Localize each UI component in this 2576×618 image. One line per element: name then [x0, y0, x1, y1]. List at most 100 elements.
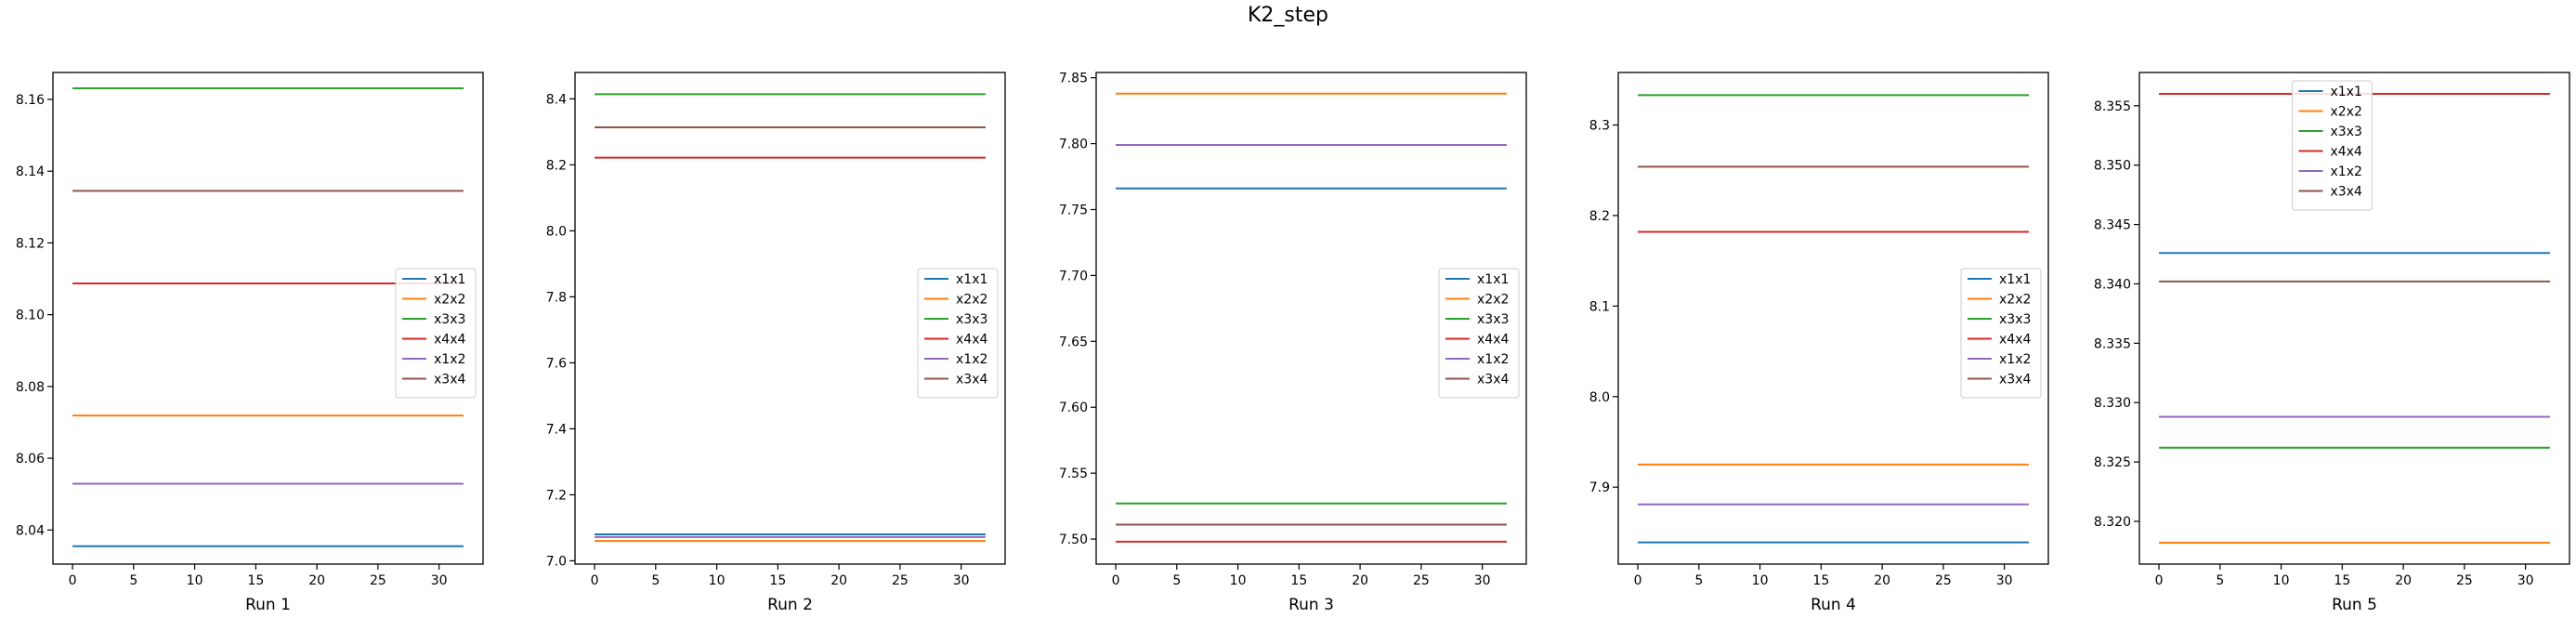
y-tick-label: 7.70 — [1059, 269, 1088, 283]
x-tick-label: 0 — [1112, 573, 1120, 588]
x-tick-label: 10 — [187, 573, 203, 588]
legend-label-x3x3: x3x3 — [1477, 312, 1509, 327]
y-tick-label: 7.60 — [1059, 401, 1088, 415]
y-tick-label: 8.08 — [16, 380, 45, 395]
y-tick-label: 8.1 — [1589, 299, 1610, 314]
x-tick-label: 5 — [2216, 573, 2224, 588]
legend-label-x2x2: x2x2 — [956, 293, 987, 308]
subplot-run-5: 0 5 10 15 20 25 30 8.320 8.325 8.330 8.335 8.340 8.3… — [2094, 72, 2570, 614]
y-tick-label: 8.14 — [16, 164, 45, 179]
legend-label-x2x2: x2x2 — [434, 293, 465, 308]
x-tick-label: 15 — [1812, 573, 1829, 588]
subplot-run-4: 0 5 10 15 20 25 30 7.9 8.0 8.1 8.2 8.3 Run 4 x1x1 x2x2… — [1589, 72, 2049, 614]
x-tick-label: 30 — [2517, 573, 2534, 588]
legend-label-x4x4: x4x4 — [956, 333, 987, 348]
legend-label-x1x2: x1x2 — [1999, 352, 2031, 367]
y-tick-label: 8.2 — [546, 158, 567, 173]
y-tick-label: 8.16 — [16, 93, 45, 108]
y-tick-label: 8.2 — [1589, 209, 1610, 224]
subplot-run-3: 0 5 10 15 20 25 30 7.50 7.55 7.60 7.65 7.70 7.75 7.80… — [1059, 72, 1527, 614]
x-tick-label: 0 — [1634, 573, 1642, 588]
y-tick-label: 7.2 — [546, 488, 567, 503]
y-tick-label: 7.75 — [1059, 203, 1088, 217]
legend-label-x1x1: x1x1 — [434, 272, 465, 287]
x-axis-label: Run 3 — [1288, 596, 1334, 614]
y-tick-label: 8.325 — [2094, 455, 2131, 470]
x-axis-label: Run 1 — [245, 596, 291, 614]
y-tick-label: 8.06 — [16, 452, 45, 467]
legend-label-x2x2: x2x2 — [1477, 293, 1509, 308]
x-tick-label: 30 — [1996, 573, 2013, 588]
legend-label-x3x3: x3x3 — [956, 312, 987, 327]
y-tick-label: 8.0 — [546, 224, 567, 239]
x-tick-label: 10 — [2273, 573, 2290, 588]
y-tick-label: 7.8 — [546, 290, 567, 305]
y-tick-label: 8.10 — [16, 309, 45, 323]
legend-label-x1x1: x1x1 — [956, 272, 987, 287]
x-tick-label: 15 — [769, 573, 786, 588]
x-tick-label: 20 — [308, 573, 325, 588]
y-tick-label: 8.04 — [16, 523, 45, 538]
y-tick-label: 8.350 — [2094, 159, 2131, 174]
axes-frame — [1095, 72, 1527, 565]
y-tick-label: 7.6 — [546, 356, 567, 371]
x-tick-label: 30 — [1474, 573, 1491, 588]
y-tick-label: 8.0 — [1589, 390, 1610, 405]
axes-frame — [574, 72, 1006, 565]
x-tick-label: 20 — [2395, 573, 2412, 588]
x-tick-label: 20 — [1352, 573, 1368, 588]
legend-label-x3x3: x3x3 — [1999, 312, 2031, 327]
axes-frame — [1617, 72, 2049, 565]
legend: x1x1 x2x2 x3x3 x4x4 x1x2 x3x4 — [917, 268, 999, 399]
y-tick-label: 8.345 — [2094, 218, 2131, 233]
y-tick-label: 8.4 — [546, 92, 567, 107]
legend-box — [917, 268, 999, 399]
y-tick-label: 7.65 — [1059, 335, 1088, 349]
legend-label-x3x4: x3x4 — [956, 373, 987, 388]
legend: x1x1 x2x2 x3x3 x4x4 x1x2 x3x4 — [1438, 268, 1520, 399]
legend-label-x3x4: x3x4 — [434, 373, 465, 388]
legend-label-x1x1: x1x1 — [1999, 272, 2031, 287]
y-tick-label: 7.80 — [1059, 138, 1088, 152]
legend-label-x1x2: x1x2 — [2331, 164, 2362, 179]
legend-label-x2x2: x2x2 — [2331, 105, 2362, 120]
legend-label-x3x3: x3x3 — [2331, 125, 2362, 139]
legend-label-x1x1: x1x1 — [2331, 85, 2362, 99]
y-tick-label: 7.0 — [546, 554, 567, 569]
legend-label-x1x2: x1x2 — [1477, 352, 1509, 367]
legend-label-x4x4: x4x4 — [434, 333, 465, 348]
legend-label-x4x4: x4x4 — [1477, 333, 1509, 348]
legend-label-x3x4: x3x4 — [2331, 185, 2362, 200]
y-tick-label: 7.4 — [546, 422, 567, 437]
legend-box — [395, 268, 477, 399]
legend-label-x1x2: x1x2 — [434, 352, 465, 367]
x-tick-label: 10 — [1230, 573, 1247, 588]
legend-label-x4x4: x4x4 — [1999, 333, 2031, 348]
x-tick-label: 25 — [892, 573, 909, 588]
subplot-run-1: 0 5 10 15 20 25 30 8.04 8.06 8.08 8.10 8.12 8.14 8.16… — [16, 72, 484, 614]
x-tick-label: 10 — [1752, 573, 1769, 588]
subplot-run-2: 0 5 10 15 20 25 30 7.0 7.2 7.4 7.6 7.8 8.0 8.2 8.4 Run … — [546, 72, 1006, 614]
legend-label-x4x4: x4x4 — [2331, 145, 2362, 160]
legend-label-x1x1: x1x1 — [1477, 272, 1509, 287]
legend-label-x3x3: x3x3 — [434, 312, 465, 327]
x-tick-label: 25 — [1413, 573, 1430, 588]
x-tick-label: 10 — [709, 573, 726, 588]
x-tick-label: 5 — [1172, 573, 1181, 588]
y-tick-label: 7.55 — [1059, 467, 1088, 481]
x-tick-label: 5 — [651, 573, 660, 588]
y-tick-label: 8.330 — [2094, 396, 2131, 411]
legend-box — [1960, 268, 2042, 399]
x-tick-label: 15 — [247, 573, 264, 588]
x-tick-label: 0 — [2155, 573, 2164, 588]
axes-frame — [2138, 72, 2570, 565]
y-tick-label: 8.320 — [2094, 515, 2131, 530]
y-tick-label: 8.335 — [2094, 336, 2131, 351]
y-tick-label: 8.3 — [1589, 119, 1610, 134]
legend-label-x3x4: x3x4 — [1477, 373, 1509, 388]
x-tick-label: 15 — [2334, 573, 2350, 588]
legend: x1x1 x2x2 x3x3 x4x4 x1x2 x3x4 — [2292, 80, 2373, 211]
y-tick-label: 8.340 — [2094, 277, 2131, 292]
x-tick-label: 30 — [431, 573, 448, 588]
